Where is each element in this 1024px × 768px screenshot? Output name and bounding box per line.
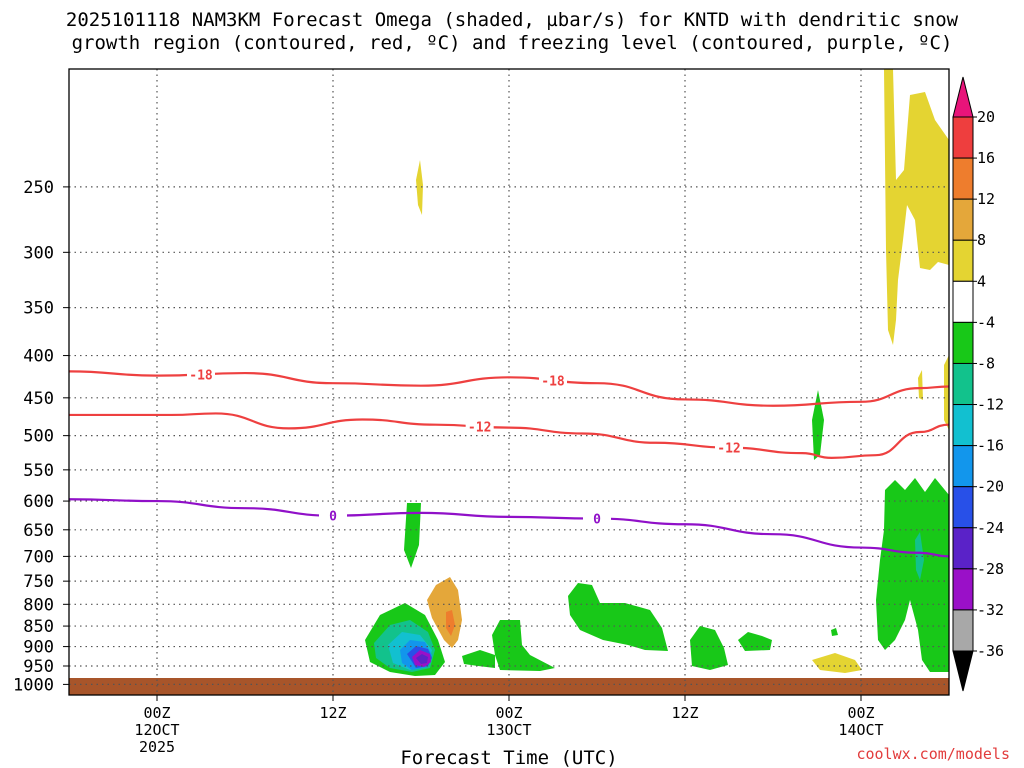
omega-region-downward-green-3: [492, 620, 555, 671]
contour-label: -12: [468, 420, 491, 435]
y-tick-label: 750: [23, 572, 54, 592]
colorbar-swatch: [952, 280, 974, 323]
colorbar-label: -16: [977, 437, 1004, 455]
colorbar-label: -20: [977, 478, 1004, 496]
x-tick-label: 12Z: [319, 704, 346, 722]
y-tick-label: 650: [23, 521, 54, 541]
colorbar-label: 16: [977, 149, 995, 167]
y-tick-label: 950: [23, 657, 54, 677]
omega-region-downward-green-8: [812, 390, 824, 460]
omega-region-downward-green-7: [831, 628, 838, 636]
y-tick-label: 350: [23, 299, 54, 319]
x-axis-label: Forecast Time (UTC): [400, 747, 617, 768]
x-tick-label: 00Z: [847, 704, 874, 722]
y-tick-label: 700: [23, 547, 54, 567]
colorbar-label: 8: [977, 231, 986, 249]
contour-label-bg: [465, 418, 494, 435]
contour-label-bg: [715, 439, 743, 456]
colorbar-label: 12: [977, 190, 995, 208]
y-tick-label: 400: [23, 347, 54, 367]
colorbar-bottom-arrow: [952, 650, 974, 692]
omega-region-upward-yellow-tiny: [918, 370, 923, 400]
contour-label-bg: [187, 366, 215, 383]
contour-line-0: [69, 498, 949, 558]
x-tick-label: 13OCT: [486, 721, 531, 739]
x-tick-label: 12Z: [671, 704, 698, 722]
contour-label: -18: [189, 368, 213, 383]
contour-label-bg: [319, 507, 347, 524]
omega-region-upward-orange: [427, 577, 462, 648]
contour-label-bg: [583, 510, 611, 527]
omega-region-upward-yellow-low: [812, 653, 862, 673]
contour-label: 0: [329, 510, 337, 525]
contour-label: -18: [541, 374, 565, 389]
omega-region-downward-green-column: [404, 503, 421, 568]
omega-region-teal-right: [915, 532, 924, 580]
colorbar-label: -8: [977, 354, 995, 372]
colorbar-swatch: [952, 404, 974, 447]
y-axis: 2503003504004505005506006507007508008509…: [13, 178, 69, 695]
contour-label: -12: [717, 442, 740, 457]
colorbar: 20 16 12 8 4 -4 -8 -12 -16 -20 -24 -28 -32 -36: [952, 76, 1004, 692]
site-credit: coolwx.com/models: [856, 745, 1010, 763]
y-tick-label: 450: [23, 389, 54, 409]
y-tick-label: 300: [23, 243, 54, 263]
x-tick-label: 00Z: [495, 704, 522, 722]
chart-title-line2: growth region (contoured, red, ºC) and f…: [71, 32, 953, 54]
omega-region-downward-green-4: [568, 583, 668, 651]
colorbar-swatch: [952, 116, 974, 159]
y-tick-label: 500: [23, 427, 54, 447]
omega-region-downward-magenta: [416, 654, 428, 664]
y-tick-label: 850: [23, 617, 54, 637]
contour-label-bg: [539, 372, 567, 389]
y-tick-label: 1000: [13, 675, 54, 695]
colorbar-swatch: [952, 321, 974, 364]
colorbar-swatch: [952, 157, 974, 200]
omega-region-upward-yellow-300: [416, 160, 423, 215]
omega-region-downward-green-6: [738, 632, 772, 651]
colorbar-label: -4: [977, 313, 995, 331]
x-tick-label: 14OCT: [838, 721, 883, 739]
omega-region-downward-green-right: [876, 478, 949, 672]
x-tick-label: 2025: [139, 738, 175, 756]
colorbar-swatch: [952, 198, 974, 241]
colorbar-swatch: [952, 445, 974, 488]
colorbar-label: 20: [977, 108, 995, 126]
y-tick-label: 250: [23, 178, 54, 198]
colorbar-label: -12: [977, 396, 1004, 414]
colorbar-label: -32: [977, 601, 1004, 619]
colorbar-swatch: [952, 486, 974, 529]
x-tick-label: 00Z: [143, 704, 170, 722]
colorbar-swatch: [952, 362, 974, 406]
omega-region-downward-green-5: [690, 626, 728, 670]
colorbar-swatch: [952, 609, 974, 652]
contour-line-minus12: [69, 412, 949, 460]
y-tick-label: 550: [23, 461, 54, 481]
colorbar-label: -28: [977, 560, 1004, 578]
grid-lines: [69, 69, 949, 695]
contour-labels: -18 -18 -12 -12 0 0: [187, 366, 743, 528]
y-tick-label: 900: [23, 638, 54, 658]
colorbar-swatch: [952, 239, 974, 282]
y-tick-label: 600: [23, 492, 54, 512]
omega-region-upward-yellow-small: [944, 355, 949, 430]
omega-region-upward-yellow-upper: [884, 69, 949, 345]
omega-region-upward-darkorange: [446, 610, 455, 636]
y-tick-label: 800: [23, 595, 54, 615]
colorbar-swatch: [952, 527, 974, 570]
colorbar-top-arrow: [952, 76, 974, 118]
x-tick-label: 12OCT: [134, 721, 179, 739]
colorbar-label: -24: [977, 519, 1004, 537]
omega-region-downward-green-2: [462, 650, 495, 668]
contour-label: 0: [593, 513, 601, 528]
chart-title-line1: 2025101118 NAM3KM Forecast Omega (shaded…: [65, 9, 959, 31]
colorbar-label: -36: [977, 642, 1004, 660]
colorbar-label: 4: [977, 272, 986, 290]
colorbar-swatch: [952, 568, 974, 611]
